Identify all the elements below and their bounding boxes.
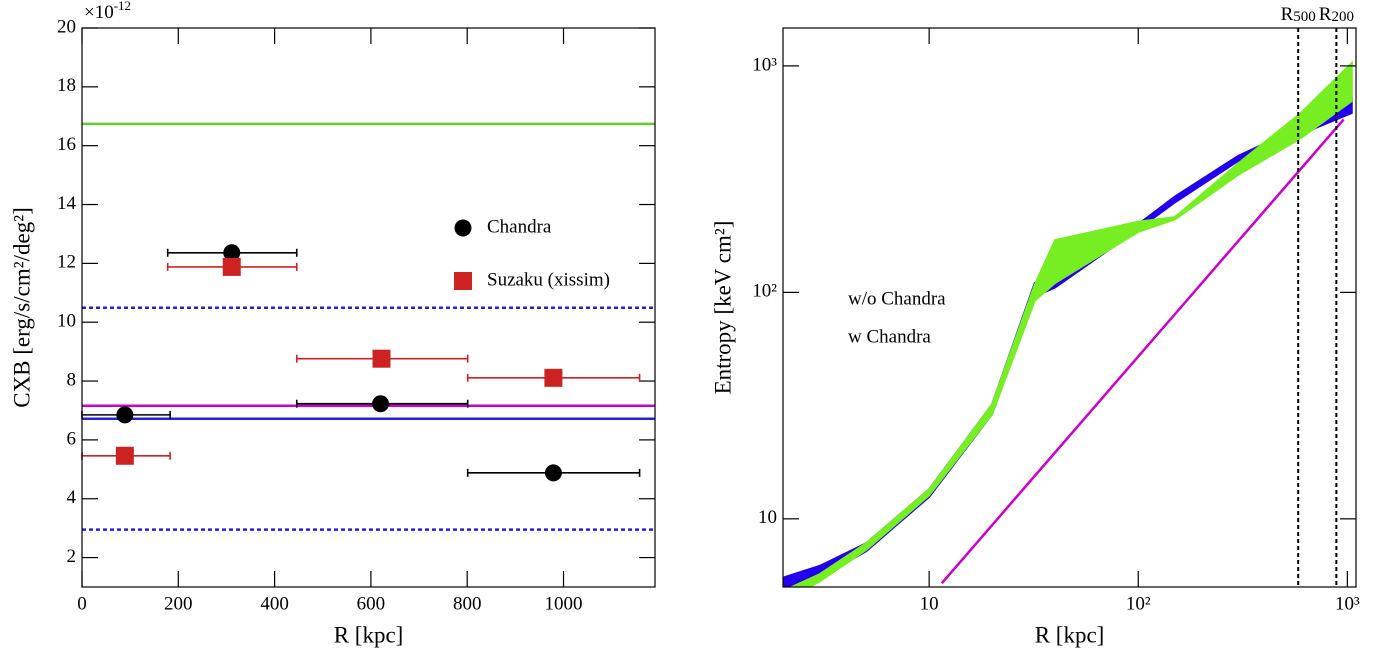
legend-marker bbox=[454, 219, 472, 237]
y-tick-label: 6 bbox=[67, 428, 77, 449]
y-axis-title: Entropy [keV cm²] bbox=[710, 221, 735, 395]
marker bbox=[222, 257, 241, 276]
y-tick-label: 2 bbox=[67, 546, 77, 567]
reference-label-main: R bbox=[1319, 4, 1332, 25]
reference-label: R200 bbox=[1319, 4, 1354, 25]
y-tick-label: 20 bbox=[57, 16, 76, 37]
band bbox=[789, 60, 1353, 587]
y-multiplier-base: ×10 bbox=[84, 2, 114, 23]
x-tick-label: 10 bbox=[920, 593, 939, 614]
reference-label-sub: 500 bbox=[1293, 9, 1316, 25]
reference-label-sub: 200 bbox=[1331, 9, 1354, 25]
y-multiplier-exponent: -12 bbox=[114, 0, 131, 13]
reference-label: R500 bbox=[1281, 4, 1316, 25]
x-tick-label: 0 bbox=[77, 593, 87, 614]
y-tick-label: 18 bbox=[57, 75, 76, 96]
reference-label-main: R bbox=[1281, 4, 1294, 25]
frame bbox=[81, 27, 656, 588]
y-tick-label: 10 bbox=[758, 507, 777, 528]
x-tick-label: 10³ bbox=[1335, 593, 1360, 614]
x-tick-label: 10² bbox=[1126, 593, 1151, 614]
y-tick-label: 10 bbox=[57, 311, 76, 332]
legend-label: Chandra bbox=[487, 216, 552, 237]
x-tick-label: 800 bbox=[453, 593, 482, 614]
marker bbox=[544, 368, 563, 387]
x-tick-label: 1000 bbox=[545, 593, 583, 614]
y-tick-label: 12 bbox=[57, 252, 76, 273]
panel: 10 10² 10³ 10 10² 10³ R [kpc] Entropy [keV cm²]… bbox=[710, 4, 1360, 647]
legend-marker bbox=[454, 272, 472, 290]
y-tick-label: 10³ bbox=[752, 54, 777, 75]
panel: 0 200 400 600 800 1000 2 4 6 8 10 12 14 16 18 20 R [kpc]… bbox=[9, 0, 656, 647]
y-axis-title: CXB [erg/s/cm²/deg²] bbox=[9, 207, 34, 408]
frame bbox=[782, 27, 1357, 588]
y-tick-label: 4 bbox=[67, 487, 77, 508]
marker bbox=[115, 446, 134, 465]
band-label: w Chandra bbox=[848, 326, 931, 347]
marker bbox=[372, 349, 391, 368]
band-label: w/o Chandra bbox=[848, 288, 946, 309]
y-tick-label: 16 bbox=[57, 134, 76, 155]
marker bbox=[544, 464, 562, 482]
marker bbox=[372, 395, 390, 413]
plot-area bbox=[82, 122, 655, 531]
y-tick-label: 10² bbox=[752, 281, 777, 302]
y-tick-label: 14 bbox=[57, 193, 77, 214]
plot-area bbox=[783, 60, 1353, 587]
x-axis-title: R [kpc] bbox=[334, 622, 404, 647]
line bbox=[940, 118, 1345, 584]
marker bbox=[116, 406, 134, 424]
x-tick-label: 200 bbox=[164, 593, 193, 614]
x-axis-title: R [kpc] bbox=[1035, 622, 1105, 647]
x-tick-label: 400 bbox=[260, 593, 289, 614]
legend-label: Suzaku (xissim) bbox=[487, 269, 610, 290]
y-tick-label: 8 bbox=[67, 369, 77, 390]
y-multiplier: ×10-12 bbox=[84, 0, 131, 23]
x-tick-label: 600 bbox=[357, 593, 386, 614]
marker bbox=[223, 244, 241, 262]
